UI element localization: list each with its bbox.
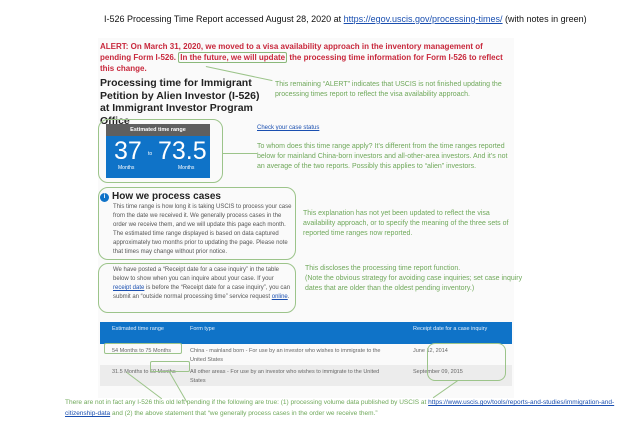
receipt-date-highlight	[427, 343, 506, 381]
processing-times-link[interactable]: https://egov.uscis.gov/processing-times/	[343, 14, 503, 24]
how-we-process-heading: How we process cases	[112, 191, 221, 202]
inquiry-box	[98, 263, 296, 313]
range-highlight	[104, 343, 182, 354]
estimate-low: 37	[114, 137, 142, 165]
how-we-process-box	[98, 187, 296, 260]
footer-text: There are not in fact any I-526 this old…	[65, 399, 429, 406]
uscis-data-link[interactable]: https://www.uscis.gov/tools/reports-and-…	[65, 399, 615, 417]
estimate-low-unit: Months	[118, 165, 135, 171]
function-notes: This discloses the processing time repor…	[305, 264, 525, 294]
col-header-receipt-date: Receipt date for a case inquiry	[401, 322, 512, 344]
strategy-note: (Note the obvious strategy for avoiding …	[305, 275, 523, 292]
online-link[interactable]: online	[271, 294, 288, 300]
function-note: This discloses the processing time repor…	[305, 265, 461, 272]
alert-highlight: In the future, we will update	[178, 52, 288, 63]
title-text: I-526 Processing Time Report accessed Au…	[104, 14, 344, 24]
alert-banner: ALERT: On March 31, 2020, we moved to a …	[100, 41, 512, 74]
range-note: To whom does this time range apply? It’s…	[257, 143, 508, 170]
explanation-note: This explanation has not yet been update…	[303, 210, 509, 237]
report-title: I-526 Processing Time Report accessed Au…	[104, 14, 626, 25]
footer-text-end: and (2) the above statement that “we gen…	[110, 410, 378, 417]
col-header-form-type: Form type	[178, 322, 401, 344]
connector-line	[223, 153, 257, 154]
inquiry-text-mid: is before the “Receipt date for a case i…	[113, 285, 291, 300]
how-we-process-body: This time range is how long it is taking…	[113, 204, 292, 255]
inquiry-text-start: We have posted a “Receipt date for a cas…	[113, 267, 279, 282]
alert-text-end: the processing time information for Form…	[100, 53, 503, 73]
alert-note: This remaining “ALERT” indicates that US…	[275, 81, 502, 98]
estimate-header: Estimated time range	[106, 124, 210, 136]
cell-time-range: 54 Months to 75 Months	[112, 348, 172, 354]
info-icon: i	[100, 193, 109, 202]
col-header-time-range: Estimated time range	[100, 322, 178, 344]
footer-note: There are not in fact any I-526 this old…	[65, 397, 625, 419]
estimate-high-unit: Months	[178, 165, 195, 171]
check-case-status-link[interactable]: Check your case status	[257, 125, 320, 131]
estimate-to: to	[148, 151, 153, 157]
table-row: 54 Months to 75 Months China - mainland …	[100, 344, 512, 365]
table-header-row: Estimated time range Form type Receipt d…	[100, 322, 512, 344]
cell-time-range: 31.5 Months to 60 Months	[100, 365, 178, 386]
cell-receipt-date: June 12, 2014	[413, 348, 448, 354]
range-highlight	[150, 361, 190, 372]
estimate-highlight	[98, 119, 223, 183]
estimated-time-range-card: Estimated time range 37 to 73.5 Months M…	[106, 124, 210, 178]
title-suffix: (with notes in green)	[502, 14, 587, 24]
receipt-date-link[interactable]: receipt date	[113, 285, 145, 291]
page-heading: Processing time for Immigrant Petition b…	[100, 77, 260, 127]
inquiry-text: We have posted a “Receipt date for a cas…	[113, 266, 293, 302]
alert-text: ALERT: On March 31, 2020, we moved to a …	[100, 42, 483, 62]
cell-form-type: China - mainland born - For use by an in…	[190, 348, 381, 363]
inquiry-text-end: .	[287, 294, 290, 300]
cell-form-type: All other areas - For use by an investor…	[178, 365, 401, 386]
estimate-high: 73.5	[158, 137, 207, 165]
